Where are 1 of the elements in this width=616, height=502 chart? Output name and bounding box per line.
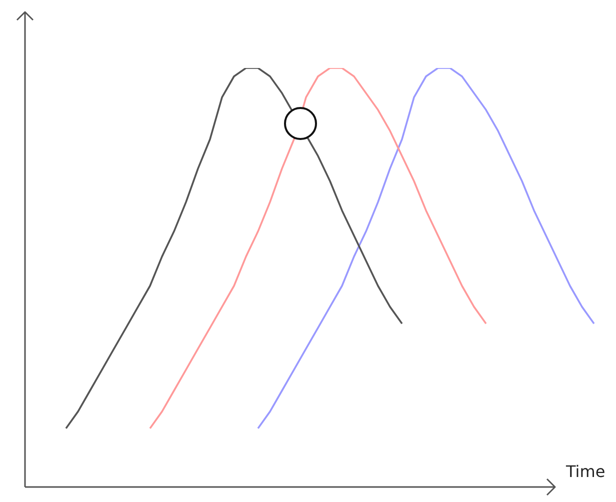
x-axis-title: Time (566, 462, 606, 481)
